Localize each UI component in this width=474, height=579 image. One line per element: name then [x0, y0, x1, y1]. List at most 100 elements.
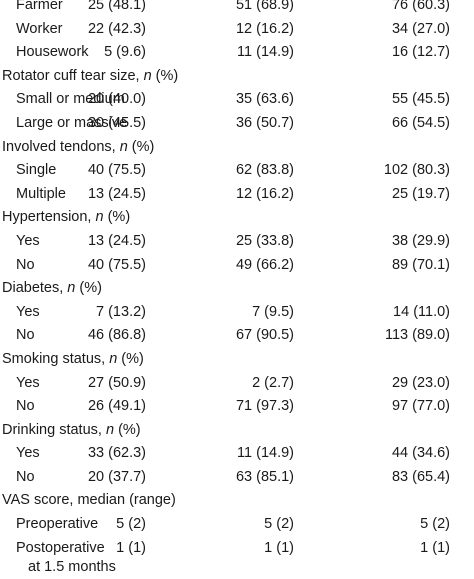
section-label: Diabetes, n (%): [2, 280, 102, 297]
cell-col-3: 76 (60.3): [391, 0, 450, 13]
cell-col-1: 1 (1): [116, 539, 146, 556]
table-row: Postoperative at 1.5 months 1 (1) 1 (1) 1 (1…: [0, 537, 474, 575]
cell-col-2: 62 (83.8): [235, 162, 294, 179]
cell-col-3: 113 (89.0): [384, 327, 450, 344]
cell-col-1: 33 (62.3): [87, 445, 146, 462]
section-label: Involved tendons, n (%): [2, 138, 155, 155]
cell-col-1: 5 (2): [116, 516, 146, 533]
table-row: Yes 27 (50.9) 2 (2.7) 29 (23.0): [0, 372, 474, 396]
cell-col-2: 5 (2): [264, 516, 294, 533]
cell-col-2: 11 (14.9): [237, 445, 294, 462]
section-header-row: Smoking status, n (%): [0, 348, 474, 372]
cell-col-3: 38 (29.9): [391, 232, 450, 249]
row-label: Farmer: [16, 0, 63, 13]
row-label: Multiple: [16, 185, 66, 202]
section-header-row: Rotator cuff tear size, n (%): [0, 65, 474, 89]
section-label: Rotator cuff tear size, n (%): [2, 67, 179, 84]
cell-col-1: 13 (24.5): [87, 232, 146, 249]
table-row: No 46 (86.8) 67 (90.5) 113 (89.0): [0, 324, 474, 348]
table-row: Housework 5 (9.6) 11 (14.9) 16 (12.7): [0, 41, 474, 65]
cell-col-1: 5 (9.6): [104, 44, 146, 61]
table-row: Preoperative 5 (2) 5 (2) 5 (2): [0, 513, 474, 537]
row-label: Single: [16, 162, 57, 179]
cell-col-3: 16 (12.7): [391, 44, 450, 61]
table-row: No 20 (37.7) 63 (85.1) 83 (65.4): [0, 466, 474, 490]
table-row: No 40 (75.5) 49 (66.2) 89 (70.1): [0, 254, 474, 278]
row-label: Yes: [16, 445, 40, 462]
cell-col-1: 40 (75.5): [87, 162, 146, 179]
row-label: Preoperative: [16, 516, 99, 533]
table-row: Yes 7 (13.2) 7 (9.5) 14 (11.0): [0, 301, 474, 325]
cell-col-1: 25 (48.1): [87, 0, 146, 13]
section-header-row: VAS score, median (range): [0, 489, 474, 513]
cell-col-2: 12 (16.2): [235, 185, 294, 202]
section-label: Hypertension, n (%): [2, 209, 131, 226]
cell-col-1: 20 (40.0): [87, 91, 146, 108]
cell-col-2: 35 (63.6): [235, 91, 294, 108]
row-label: No: [16, 468, 35, 485]
cell-col-3: 102 (80.3): [383, 162, 450, 179]
cell-col-1: 46 (86.8): [87, 327, 146, 344]
row-label: Worker: [16, 20, 63, 37]
cell-col-1: 30 (45.5): [87, 114, 146, 131]
cell-col-3: 1 (1): [420, 539, 450, 556]
section-header-row: Hypertension, n (%): [0, 206, 474, 230]
cell-col-3: 83 (65.4): [391, 468, 450, 485]
table-row: Yes 33 (62.3) 11 (14.9) 44 (34.6): [0, 442, 474, 466]
row-label: Small or medium: [16, 91, 125, 108]
cell-col-3: 5 (2): [420, 516, 450, 533]
row-label: No: [16, 398, 35, 415]
table-row: No 26 (49.1) 71 (97.3) 97 (77.0): [0, 395, 474, 419]
cell-col-3: 29 (23.0): [391, 374, 450, 391]
cell-col-2: 36 (50.7): [235, 114, 294, 131]
section-header-row: Involved tendons, n (%): [0, 136, 474, 160]
cell-col-2: 12 (16.2): [235, 20, 294, 37]
cell-col-2: 67 (90.5): [235, 327, 294, 344]
cell-col-3: 66 (54.5): [391, 114, 450, 131]
row-label: Yes: [16, 303, 40, 320]
cell-col-3: 25 (19.7): [391, 185, 450, 202]
row-sublabel: at 1.5 months: [28, 558, 116, 575]
section-label: Drinking status, n (%): [2, 421, 141, 438]
row-label: Housework: [16, 44, 89, 61]
table-row: Worker 22 (42.3) 12 (16.2) 34 (27.0): [0, 18, 474, 42]
section-header-row: Drinking status, n (%): [0, 419, 474, 443]
table-row: Single 40 (75.5) 62 (83.8) 102 (80.3): [0, 159, 474, 183]
cell-col-1: 13 (24.5): [87, 185, 146, 202]
cell-col-2: 49 (66.2): [235, 256, 294, 273]
cell-col-2: 71 (97.3): [235, 398, 294, 415]
table-row: Yes 13 (24.5) 25 (33.8) 38 (29.9): [0, 230, 474, 254]
section-label: VAS score, median (range): [2, 492, 176, 509]
cell-col-3: 97 (77.0): [391, 398, 450, 415]
cell-col-3: 14 (11.0): [393, 303, 450, 320]
row-label: No: [16, 327, 35, 344]
table-row: Large or massive 30 (45.5) 36 (50.7) 66 (54…: [0, 112, 474, 136]
table-row: Multiple 13 (24.5) 12 (16.2) 25 (19.7): [0, 183, 474, 207]
section-header-row: Diabetes, n (%): [0, 277, 474, 301]
cell-col-3: 34 (27.0): [391, 20, 450, 37]
cell-col-3: 44 (34.6): [391, 445, 450, 462]
cell-col-2: 11 (14.9): [237, 44, 294, 61]
row-label: Large or massive: [16, 114, 128, 131]
section-label: Smoking status, n (%): [2, 350, 144, 367]
cell-col-1: 26 (49.1): [87, 398, 146, 415]
cell-col-2: 1 (1): [264, 539, 294, 556]
cell-col-2: 51 (68.9): [235, 0, 294, 13]
cell-col-2: 63 (85.1): [235, 468, 294, 485]
row-label: Yes: [16, 374, 40, 391]
cell-col-1: 27 (50.9): [87, 374, 146, 391]
cell-col-2: 25 (33.8): [235, 232, 294, 249]
cell-col-2: 7 (9.5): [252, 303, 294, 320]
row-label: Yes: [16, 232, 40, 249]
table-row: Small or medium 20 (40.0) 35 (63.6) 55 (45.…: [0, 88, 474, 112]
cell-col-1: 40 (75.5): [87, 256, 146, 273]
cell-col-2: 2 (2.7): [252, 374, 294, 391]
cell-col-1: 22 (42.3): [87, 20, 146, 37]
cell-col-3: 55 (45.5): [391, 91, 450, 108]
cell-col-3: 89 (70.1): [391, 256, 450, 273]
cell-col-1: 20 (37.7): [87, 468, 146, 485]
table-row: Farmer 25 (48.1) 51 (68.9) 76 (60.3): [0, 0, 474, 18]
row-label: No: [16, 256, 35, 273]
cell-col-1: 7 (13.2): [96, 303, 146, 320]
